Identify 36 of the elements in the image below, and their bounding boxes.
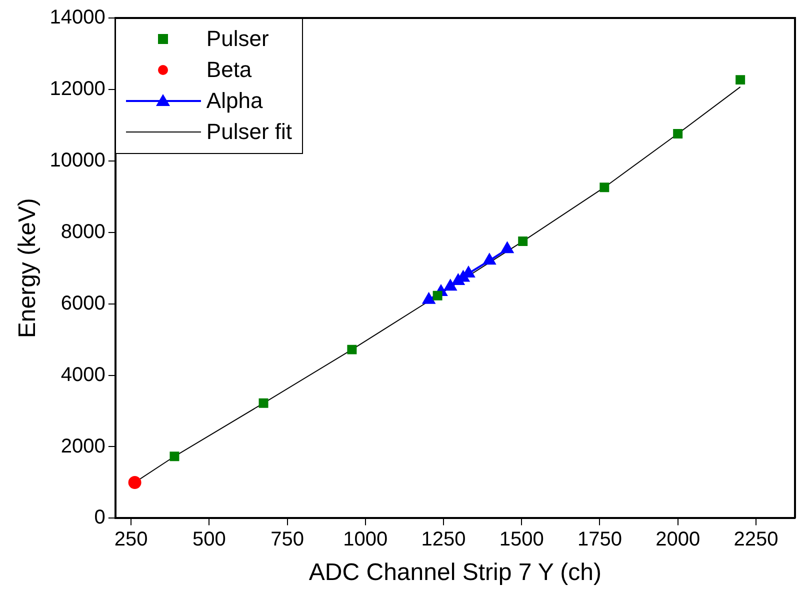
point <box>170 452 180 462</box>
x-tick-label: 2250 <box>734 528 778 551</box>
x-tick-label: 1500 <box>499 528 544 551</box>
point <box>444 280 457 291</box>
x-tick-label: 1000 <box>343 528 388 551</box>
point <box>432 290 442 300</box>
point <box>347 344 357 354</box>
x-tick-label: 2000 <box>656 528 700 551</box>
x-tick-label: 750 <box>270 528 304 551</box>
legend-label: Pulser <box>206 26 269 52</box>
y-tick-label: 0 <box>94 506 106 529</box>
y-tick-label: 6000 <box>60 292 106 314</box>
x-tick-label: 1750 <box>577 528 622 551</box>
y-tick-label: 2000 <box>60 435 106 458</box>
y-tick-label: 8000 <box>60 220 106 243</box>
point <box>673 129 683 139</box>
y-tick-label: 4000 <box>60 364 106 386</box>
x-axis-title: ADC Channel Strip 7 Y (ch) <box>308 559 602 586</box>
legend-label: Alpha <box>206 88 263 114</box>
legend-label: Pulser fit <box>206 118 292 144</box>
point <box>422 292 435 304</box>
x-tick-label: 500 <box>192 528 226 551</box>
point <box>128 476 142 489</box>
x-tick-label: 250 <box>114 528 148 551</box>
x-tick-label: 1250 <box>421 528 466 551</box>
point <box>501 242 514 254</box>
point <box>518 236 528 246</box>
point <box>736 75 746 85</box>
point <box>600 182 610 192</box>
y-tick-label: 12000 <box>50 78 106 100</box>
legend-label: Beta <box>206 56 252 82</box>
y-tick-label: 10000 <box>50 149 106 172</box>
y-tick-label: 14000 <box>50 6 106 29</box>
y-axis-title: Energy (keV) <box>14 198 42 338</box>
point <box>483 254 496 265</box>
point <box>258 398 268 408</box>
